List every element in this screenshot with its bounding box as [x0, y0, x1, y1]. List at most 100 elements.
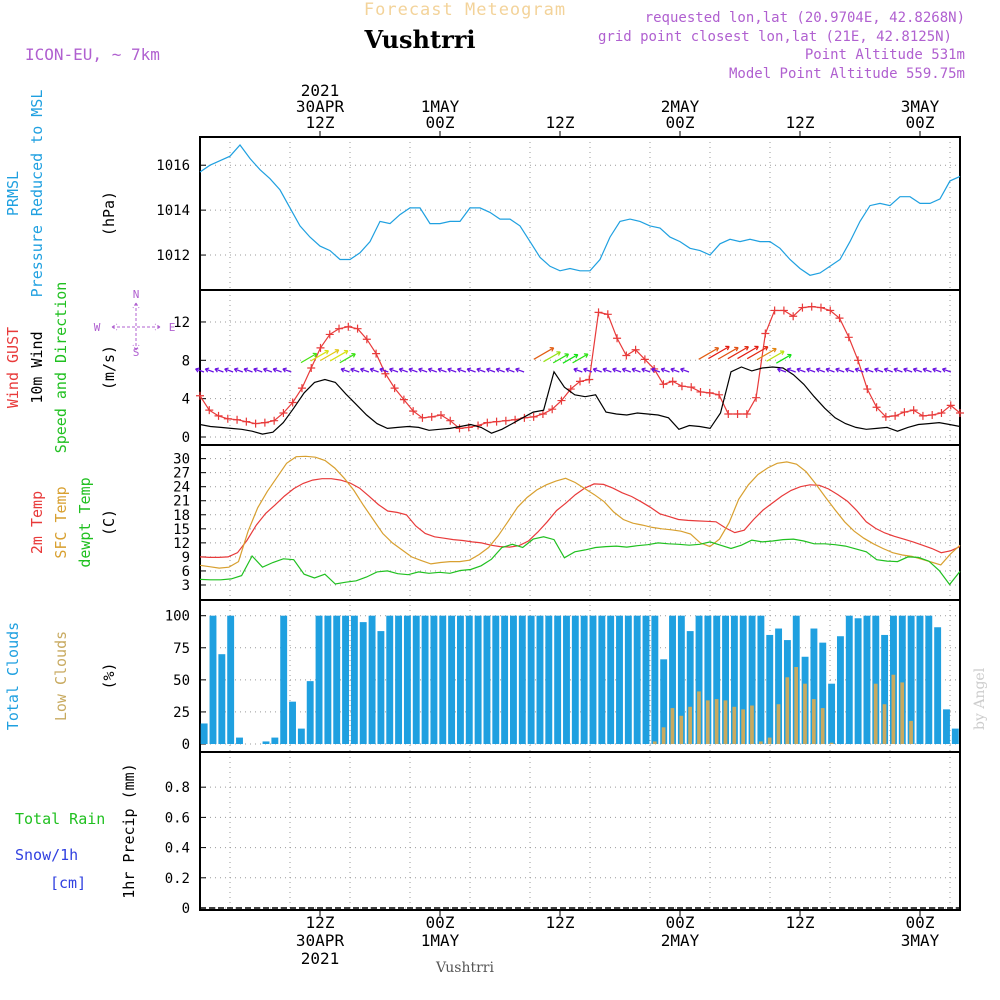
gust-marker	[372, 349, 381, 358]
total-cloud-bar	[359, 622, 367, 744]
wind-arrow	[825, 367, 835, 373]
wind-arrow	[466, 367, 476, 373]
gust-marker	[214, 411, 223, 420]
total-cloud-bar	[739, 615, 747, 744]
total-cloud-bar	[324, 615, 332, 744]
wind-arrow	[562, 353, 579, 364]
bottom-time-label: 00Z	[426, 913, 455, 932]
low-cloud-bar	[873, 683, 878, 744]
y-axis-label: 1hr Precip (mm)	[120, 763, 138, 898]
gust-marker	[881, 412, 890, 421]
total-cloud-bar	[501, 615, 509, 744]
total-cloud-bar	[607, 615, 615, 744]
y-tick-label: 4	[182, 392, 190, 408]
wind-arrow	[243, 367, 253, 373]
low-cloud-bar	[750, 705, 754, 744]
y-tick-label: 30	[173, 452, 190, 468]
gust-marker	[196, 391, 204, 400]
top-time-label: 1MAY	[421, 97, 460, 116]
y-tick-label: 100	[165, 609, 190, 625]
total-cloud-bar	[677, 615, 685, 744]
total-cloud-bar	[810, 628, 818, 744]
low-cloud-bar	[820, 708, 825, 744]
total-cloud-bar	[315, 615, 323, 744]
total-cloud-bar	[907, 615, 915, 744]
total-cloud-bar	[571, 615, 579, 744]
series-line	[199, 478, 961, 559]
panel-label: Snow/1h	[15, 846, 78, 864]
wind-arrow	[272, 367, 282, 373]
wind-arrow	[418, 367, 428, 373]
wind-arrow	[359, 367, 370, 373]
gust-marker	[316, 343, 325, 352]
total-cloud-bar	[527, 615, 535, 744]
compass-w: W	[94, 321, 101, 334]
y-tick-label: 21	[173, 494, 190, 510]
total-cloud-bar	[262, 741, 270, 744]
gust-marker	[798, 303, 807, 312]
total-cloud-bar	[943, 709, 950, 744]
gust-marker	[576, 377, 584, 386]
total-cloud-bar	[766, 634, 774, 744]
total-cloud-bar	[633, 615, 641, 744]
bottom-time-label: 12Z	[546, 913, 575, 932]
wind-arrow	[698, 347, 720, 360]
low-cloud-bar	[803, 683, 807, 744]
gust-marker	[585, 375, 594, 384]
wind-arrow	[456, 367, 467, 373]
total-cloud-bar	[236, 737, 243, 744]
gust-marker	[779, 306, 788, 315]
panel-label: Pressure Reduced to MSL	[28, 90, 46, 298]
total-cloud-bar	[483, 615, 491, 744]
wind-arrow	[727, 346, 749, 360]
y-axis-label: (C)	[100, 509, 118, 536]
total-cloud-bar	[642, 615, 650, 744]
gust-marker	[909, 406, 918, 415]
gust-marker	[622, 351, 631, 360]
top-time-label: 30APR	[296, 97, 345, 116]
y-tick-label: 6	[182, 564, 190, 580]
wind-arrow	[495, 367, 505, 373]
gust-marker	[223, 414, 232, 423]
total-cloud-bar	[730, 615, 738, 744]
panel-label: PRMSL	[4, 171, 22, 216]
wind-arrow	[874, 367, 884, 373]
wind-arrow	[204, 367, 214, 373]
gust-marker	[362, 335, 371, 344]
total-cloud-bar	[660, 659, 668, 744]
low-cloud-bar	[679, 715, 684, 744]
wind-arrow	[893, 367, 903, 373]
wind-arrow	[233, 367, 244, 373]
gust-marker	[603, 310, 612, 319]
low-cloud-bar	[661, 727, 666, 744]
gust-marker	[399, 395, 408, 404]
total-cloud-bar	[448, 615, 456, 744]
total-cloud-bar	[872, 615, 880, 744]
panel-label: 10m Wind	[28, 331, 46, 403]
panel-label: Total Rain	[15, 810, 105, 828]
total-cloud-bar	[342, 615, 349, 744]
top-time-label: 00Z	[426, 113, 455, 132]
y-tick-label: 15	[173, 522, 190, 538]
total-cloud-bar	[403, 615, 411, 744]
gust-marker	[501, 416, 510, 425]
low-cloud-bar	[670, 708, 675, 744]
total-cloud-bar	[616, 615, 623, 744]
grid-point-coords: grid point closest lon,lat (21E, 42.8125…	[598, 29, 952, 45]
y-tick-label: 27	[173, 466, 190, 482]
wind-arrow	[660, 367, 670, 373]
wind-arrow	[941, 367, 952, 373]
total-cloud-bar	[713, 615, 721, 744]
gust-marker	[854, 356, 863, 365]
total-cloud-bar	[430, 615, 438, 744]
gust-marker	[900, 408, 909, 417]
bottom-time-label: 00Z	[666, 913, 695, 932]
gust-marker	[872, 403, 881, 412]
low-cloud-bar	[714, 699, 719, 744]
wind-arrow	[796, 367, 806, 373]
low-cloud-bar	[732, 706, 737, 744]
model-label: ICON-EU, ~ 7km	[25, 45, 160, 64]
